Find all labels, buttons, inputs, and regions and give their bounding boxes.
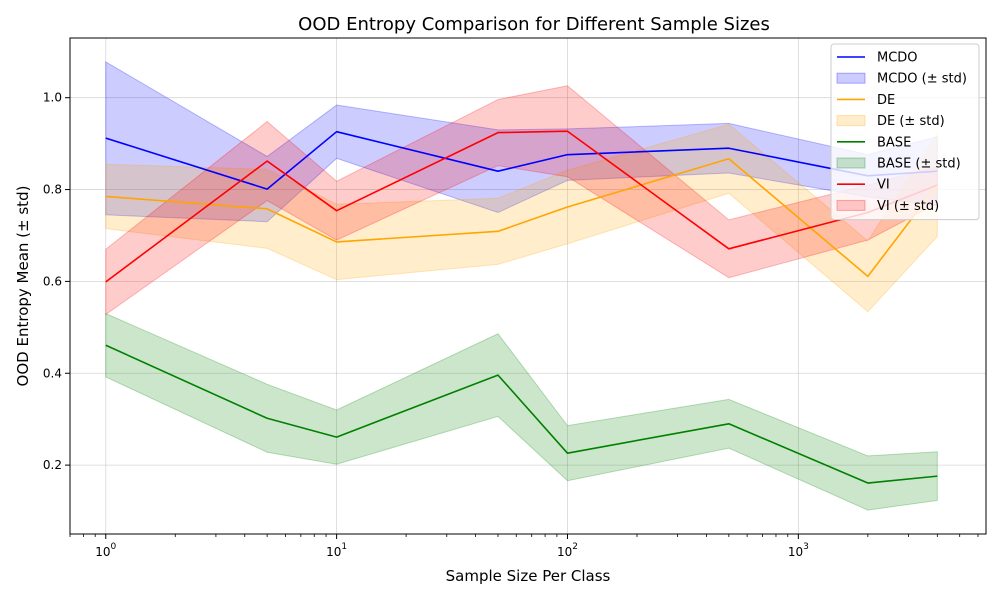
y-tick-label: 0.6 (43, 274, 62, 288)
legend-label-base: BASE (877, 135, 911, 150)
legend-band-label-de: DE (± std) (877, 114, 945, 129)
x-tick-exponent: 3 (803, 542, 809, 552)
std-bands (105, 61, 938, 511)
legend-band-label-mcdo: MCDO (± std) (877, 72, 967, 87)
y-tick-label: 1.0 (43, 91, 62, 105)
plot-frame (69, 37, 987, 535)
x-tick-label: 100 (95, 542, 116, 559)
x-tick-exponent: 0 (111, 542, 117, 552)
legend-band-swatch-vi (836, 199, 866, 211)
x-axis-title: Sample Size Per Class (446, 567, 611, 585)
chart-title: OOD Entropy Comparison for Different Sam… (298, 14, 770, 35)
y-tick-label: 0.2 (43, 458, 62, 472)
x-tick-base: 10 (788, 545, 803, 559)
legend-band-swatch-base (836, 157, 866, 169)
y-axis-title: OOD Entropy Mean (± std) (14, 186, 32, 387)
legend-band-label-vi: VI (± std) (877, 199, 939, 214)
legend-band-swatch-mcdo (836, 72, 866, 84)
y-tick-label: 0.8 (43, 183, 62, 197)
x-tick-exponent: 2 (572, 542, 578, 552)
x-tick-exponent: 1 (341, 542, 347, 552)
std-band-de (105, 123, 938, 313)
x-tick-label: 103 (788, 542, 809, 559)
legend: MCDO MCDO (± std) DE DE (± std) BASE BASE (± … (830, 43, 980, 221)
legend-band-swatch-de (836, 115, 866, 127)
series-line-base (105, 344, 938, 484)
legend-band-label-base: BASE (± std) (877, 157, 961, 172)
legend-label-de: DE (877, 93, 895, 108)
std-band-base (105, 312, 938, 511)
legend-label-mcdo: MCDO (877, 51, 918, 66)
x-tick-base: 10 (557, 545, 572, 559)
x-tick-label: 102 (557, 542, 578, 559)
series-line-de (105, 157, 938, 278)
legend-label-vi: VI (877, 178, 890, 193)
x-tick-base: 10 (326, 545, 341, 559)
x-tick-base: 10 (95, 545, 110, 559)
legend-box (830, 43, 980, 221)
y-tick-label: 0.4 (43, 366, 62, 380)
x-tick-label: 101 (326, 542, 347, 559)
